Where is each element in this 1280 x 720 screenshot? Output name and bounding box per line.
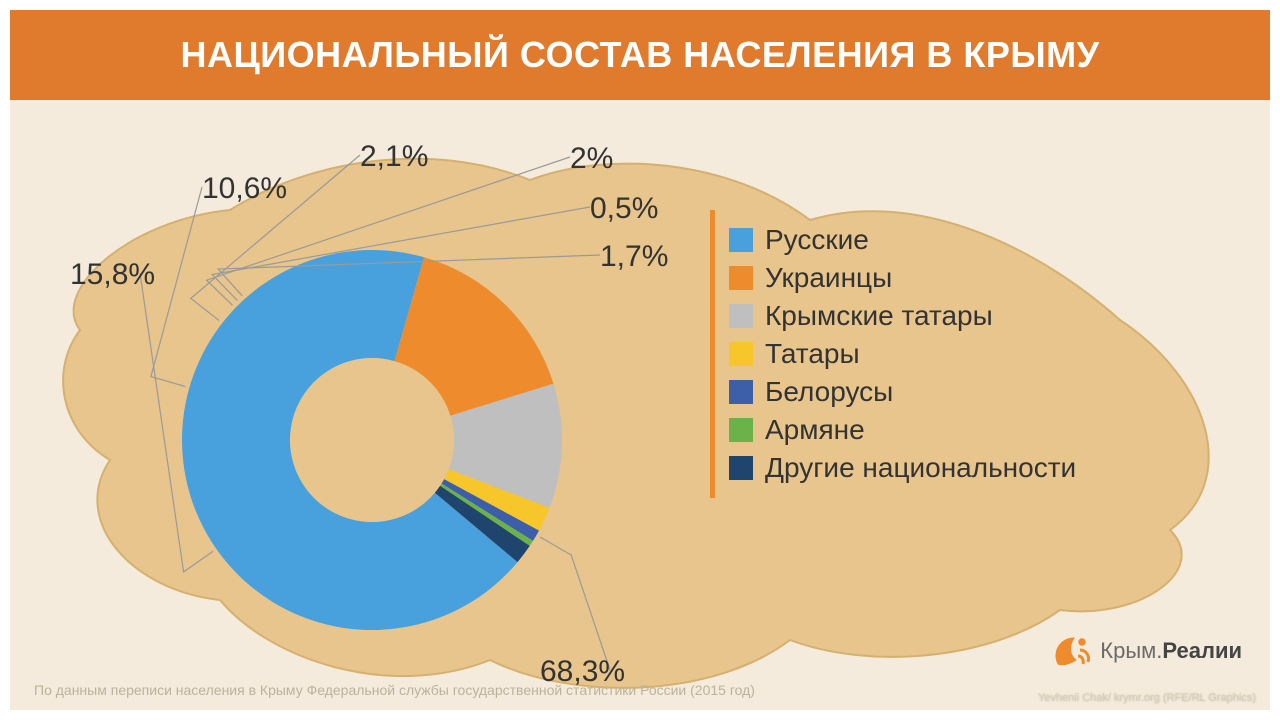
- legend-swatch-other: [729, 456, 753, 480]
- pct-label-ukrainians: 15,8%: [70, 258, 155, 292]
- legend-label-belarusians: Белорусы: [765, 376, 893, 408]
- pct-label-crim_tatars: 10,6%: [202, 172, 287, 206]
- legend-swatch-armenians: [729, 418, 753, 442]
- legend-row-crim_tatars: Крымские татары: [729, 300, 1076, 332]
- pct-label-tatars: 2,1%: [360, 140, 428, 174]
- legend-row-other: Другие национальности: [729, 452, 1076, 484]
- page-title: НАЦИОНАЛЬНЫЙ СОСТАВ НАСЕЛЕНИЯ В КРЫМУ: [180, 34, 1099, 76]
- legend-swatch-ukrainians: [729, 266, 753, 290]
- leader-line: [540, 537, 610, 670]
- legend-row-belarusians: Белорусы: [729, 376, 1076, 408]
- legend-row-russians: Русские: [729, 224, 1076, 256]
- legend-label-armenians: Армяне: [765, 414, 865, 446]
- legend-swatch-crim_tatars: [729, 304, 753, 328]
- content-area: 68,3%15,8%10,6%2,1%2%0,5%1,7% РусскиеУкр…: [10, 100, 1270, 710]
- leader-line: [151, 187, 202, 387]
- legend: Русские Украинцы Крымские татары Татары Бело…: [710, 210, 1090, 498]
- footnote: По данным переписи населения в Крыму Фед…: [34, 682, 755, 698]
- title-bar: НАЦИОНАЛЬНЫЙ СОСТАВ НАСЕЛЕНИЯ В КРЫМУ: [10, 10, 1270, 100]
- legend-label-crim_tatars: Крымские татары: [765, 300, 993, 332]
- legend-swatch-belarusians: [729, 380, 753, 404]
- legend-row-ukrainians: Украинцы: [729, 262, 1076, 294]
- legend-label-russians: Русские: [765, 224, 869, 256]
- brand: Крым.Реалии: [1050, 630, 1242, 672]
- brand-prefix: Крым.: [1100, 638, 1162, 663]
- legend-label-ukrainians: Украинцы: [765, 262, 892, 294]
- legend-swatch-tatars: [729, 342, 753, 366]
- brand-suffix: Реалии: [1162, 638, 1242, 663]
- legend-label-tatars: Татары: [765, 338, 860, 370]
- legend-label-other: Другие национальности: [765, 452, 1076, 484]
- brand-text: Крым.Реалии: [1100, 638, 1242, 664]
- pct-label-other: 1,7%: [600, 240, 668, 274]
- legend-row-tatars: Татары: [729, 338, 1076, 370]
- legend-row-armenians: Армяне: [729, 414, 1076, 446]
- legend-swatch-russians: [729, 228, 753, 252]
- brand-logo-icon: [1050, 630, 1092, 672]
- image-credit: Yevhenii Chak/ krymr.org (RFE/RL Graphic…: [1038, 692, 1256, 704]
- pct-label-armenians: 0,5%: [590, 192, 658, 226]
- pct-label-other: 2%: [570, 142, 613, 176]
- infographic-frame: НАЦИОНАЛЬНЫЙ СОСТАВ НАСЕЛЕНИЯ В КРЫМУ 68…: [10, 10, 1270, 710]
